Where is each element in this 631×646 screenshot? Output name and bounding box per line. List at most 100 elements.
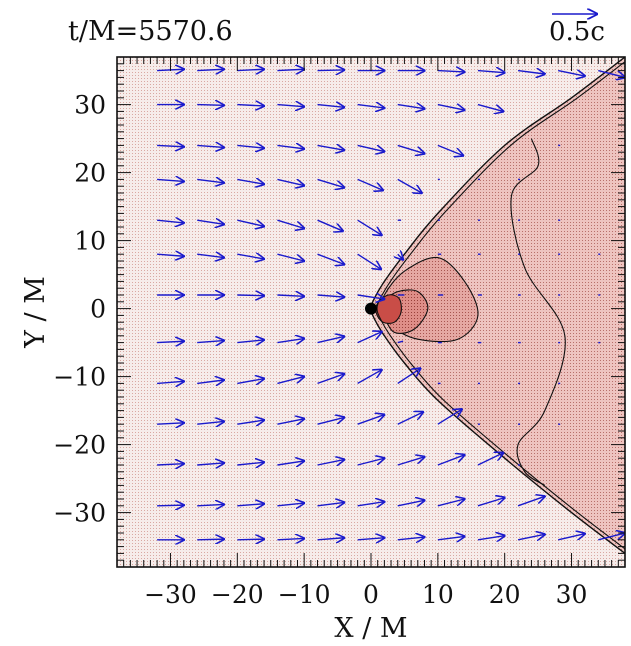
chart-title: t/M=5570.6	[68, 16, 233, 47]
velocity-vector	[317, 295, 345, 297]
x-tick-label: −20	[211, 580, 264, 609]
velocity-vectors	[157, 69, 625, 540]
velocity-vector	[397, 105, 425, 109]
velocity-vector	[317, 374, 345, 385]
velocity-vector	[558, 534, 585, 541]
velocity-vector	[517, 71, 545, 74]
velocity-vector	[237, 504, 264, 506]
x-tick-label: 20	[489, 580, 521, 609]
velocity-vector	[558, 71, 585, 76]
y-tick-label: 30	[74, 91, 106, 120]
velocity-vector	[357, 144, 385, 151]
velocity-vector	[317, 145, 345, 150]
velocity-vector	[157, 220, 184, 223]
axis-tick-labels: −30 −20 −10 0 10 20 30 −30 −20 −10 0 10 20 30	[53, 91, 587, 609]
velocity-vector	[317, 502, 345, 505]
velocity-vector	[357, 538, 385, 540]
x-tick-label: 30	[556, 580, 588, 609]
velocity-vector	[237, 539, 264, 540]
velocity-vector	[357, 105, 385, 108]
velocity-vector	[237, 105, 264, 106]
x-tick-label: 0	[363, 580, 379, 609]
y-tick-label: 20	[74, 159, 106, 188]
velocity-vector	[157, 423, 184, 424]
velocity-vector	[197, 463, 224, 465]
density-contours	[375, 138, 566, 486]
velocity-vector	[437, 144, 463, 155]
velocity-vector	[157, 505, 184, 506]
velocity-vector	[237, 254, 264, 259]
scale-label: 0.5c	[549, 17, 605, 47]
velocity-vector	[477, 71, 505, 73]
velocity-vector	[237, 420, 264, 424]
velocity-vector	[277, 461, 304, 465]
velocity-vector	[277, 69, 304, 70]
velocity-vector	[237, 295, 264, 296]
velocity-vector	[598, 69, 625, 78]
velocity-vector	[357, 370, 382, 385]
velocity-vector	[277, 105, 304, 107]
velocity-vector	[197, 69, 224, 70]
y-tick-label: −30	[53, 499, 106, 528]
black-hole-marker	[365, 302, 377, 315]
velocity-vector	[317, 460, 345, 465]
velocity-vector	[197, 145, 224, 147]
contour-level-1	[510, 138, 566, 486]
shock-region	[371, 57, 625, 554]
velocity-vector	[317, 253, 345, 264]
velocity-vector	[237, 219, 264, 226]
velocity-vector	[197, 105, 224, 106]
velocity-vector	[277, 145, 304, 148]
velocity-vector	[157, 145, 184, 146]
velocity-vector	[237, 462, 264, 465]
velocity-vector	[517, 496, 545, 507]
velocity-vector	[437, 71, 465, 72]
velocity-vector	[437, 409, 462, 425]
velocity-vector	[317, 336, 345, 344]
velocity-vector	[237, 69, 264, 70]
x-tick-label: 10	[422, 580, 454, 609]
x-axis-label: X / M	[334, 613, 407, 644]
velocity-vector	[317, 417, 345, 425]
velocity-vector	[437, 105, 465, 110]
velocity-vector	[517, 534, 545, 539]
velocity-vector	[397, 537, 425, 540]
velocity-vector	[477, 498, 505, 507]
velocity-vector	[437, 455, 465, 466]
velocity-vector	[317, 105, 345, 108]
velocity-vector	[398, 254, 403, 259]
velocity-vector	[237, 340, 264, 343]
velocity-vector	[397, 457, 425, 466]
y-tick-label: 0	[90, 295, 106, 324]
velocity-vector	[317, 219, 343, 231]
velocity-vector	[197, 341, 224, 343]
velocity-vector	[437, 499, 465, 507]
velocity-vector	[277, 377, 304, 385]
y-tick-label: 10	[74, 227, 106, 256]
velocity-vector	[477, 453, 503, 466]
velocity-vector	[357, 253, 381, 269]
velocity-vector	[317, 178, 345, 187]
velocity-vector	[157, 381, 184, 383]
velocity-vector	[357, 219, 382, 235]
velocity-vector	[277, 419, 304, 424]
velocity-vector	[277, 503, 304, 506]
velocity-vector	[397, 368, 421, 384]
velocity-vector	[197, 254, 224, 257]
axis-ticks	[116, 56, 626, 568]
velocity-vector	[197, 380, 224, 383]
velocity-vector	[317, 70, 345, 71]
y-axis-label: Y / M	[20, 276, 51, 349]
velocity-vector	[317, 538, 345, 540]
velocity-vector	[357, 502, 385, 506]
x-tick-label: −30	[144, 580, 197, 609]
velocity-vector	[277, 178, 304, 185]
velocity-vector	[277, 219, 304, 228]
velocity-vector	[277, 538, 304, 539]
velocity-vector	[197, 504, 224, 505]
velocity-vector	[357, 332, 382, 344]
velocity-vector	[357, 295, 385, 299]
velocity-vector	[357, 415, 385, 425]
x-tick-label: −10	[278, 580, 331, 609]
